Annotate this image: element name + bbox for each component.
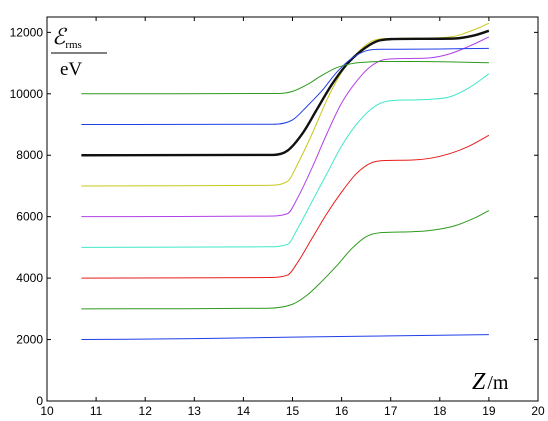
x-tick-label: 20 bbox=[531, 404, 545, 418]
y-tick-label: 4000 bbox=[16, 271, 43, 285]
plot-frame bbox=[46, 16, 539, 402]
y-tick-label: 6000 bbox=[16, 210, 43, 224]
svg-text:Z/m: Z/m bbox=[472, 369, 509, 395]
x-tick-label: 17 bbox=[384, 404, 398, 418]
x-tick-label: 12 bbox=[139, 404, 153, 418]
x-axis-ticks: 10 11 12 13 14 15 16 17 18 19 20 bbox=[40, 17, 545, 418]
x-axis-label-symbol: Z bbox=[472, 369, 486, 395]
y-tick-label: 0 bbox=[36, 394, 43, 408]
y-tick-label: 8000 bbox=[16, 148, 43, 162]
y-tick-label: 10000 bbox=[10, 87, 44, 101]
x-tick-label: 11 bbox=[90, 404, 103, 418]
series-layer bbox=[81, 22, 490, 341]
svg-text:ℰrms: ℰrms bbox=[52, 24, 82, 51]
y-tick-label: 12000 bbox=[10, 25, 44, 39]
series-line-4 bbox=[81, 73, 490, 248]
series-line-3 bbox=[81, 134, 490, 279]
x-tick-label: 19 bbox=[482, 404, 496, 418]
series-line-2 bbox=[81, 210, 490, 310]
series-line-9 bbox=[81, 61, 489, 95]
x-tick-label: 10 bbox=[40, 404, 54, 418]
y-axis-ticks: 0 2000 4000 6000 8000 10000 12000 bbox=[10, 25, 538, 408]
x-axis-label: Z/m bbox=[472, 369, 509, 395]
x-axis-label-unit: /m bbox=[487, 372, 509, 394]
y-axis-label-unit: eV bbox=[60, 59, 82, 80]
x-tick-label: 14 bbox=[237, 404, 251, 418]
x-tick-label: 18 bbox=[433, 404, 447, 418]
x-tick-label: 15 bbox=[286, 404, 300, 418]
y-tick-label: 2000 bbox=[16, 333, 43, 347]
series-line-7 bbox=[81, 29, 490, 157]
series-line-8 bbox=[81, 47, 489, 126]
x-tick-label: 13 bbox=[188, 404, 202, 418]
x-tick-label: 16 bbox=[335, 404, 349, 418]
series-line-1 bbox=[81, 334, 489, 341]
y-axis-label-symbol: ℰ bbox=[52, 24, 68, 49]
y-axis-label-subscript: rms bbox=[65, 39, 82, 51]
y-axis-label: ℰrms eV bbox=[51, 24, 107, 80]
series-line-5 bbox=[81, 36, 490, 218]
